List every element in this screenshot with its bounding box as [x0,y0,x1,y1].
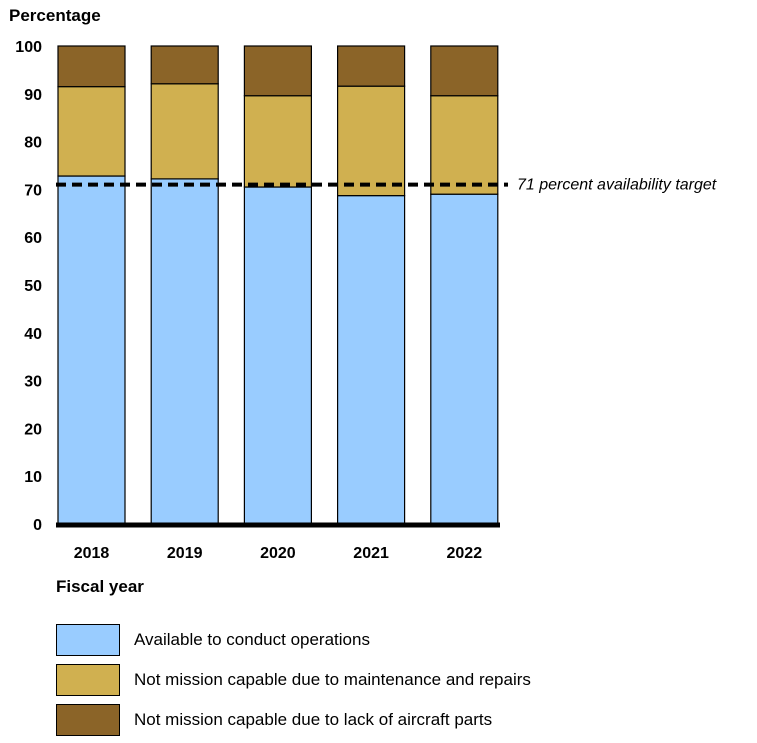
legend: Available to conduct operations Not miss… [56,623,531,743]
bar-segment-2022-series-1 [430,95,499,195]
legend-label: Not mission capable due to lack of aircr… [134,710,493,729]
bar-segment-2021-series-2 [337,45,406,87]
legend-item-maintenance: Not mission capable due to maintenance a… [56,663,531,697]
y-tick-label: 40 [24,326,42,343]
y-tick-label: 30 [24,374,42,391]
y-tick-label: 80 [24,135,42,152]
bar-segment-2020-series-0 [243,186,312,525]
y-tick-label: 0 [33,517,42,534]
bar-segment-2020-series-2 [243,45,312,97]
bar-segment-2021-series-1 [337,85,406,197]
y-tick-label: 100 [15,39,42,56]
bar-segment-2018-series-0 [57,175,126,525]
legend-label: Not mission capable due to maintenance a… [134,670,531,689]
bar-segment-2020-series-1 [243,95,312,188]
legend-label: Available to conduct operations [134,630,370,649]
bar-segment-2022-series-0 [430,193,499,525]
x-axis-title: Fiscal year [56,577,144,596]
legend-item-parts: Not mission capable due to lack of aircr… [56,703,531,737]
bar-segment-2022-series-2 [430,45,499,97]
x-axis-ticks: 2018 2019 2020 2021 2022 [74,545,482,562]
bar-segment-2018-series-1 [57,86,126,177]
y-tick-label: 10 [24,469,42,486]
bar-segment-2018-series-2 [57,45,126,88]
legend-item-available: Available to conduct operations [56,623,531,657]
y-tick-label: 70 [24,182,42,199]
bar-segment-2019-series-2 [150,45,219,85]
x-tick-label: 2018 [74,545,110,562]
y-axis-title: Percentage [9,6,101,25]
y-tick-label: 90 [24,87,42,104]
y-tick-label: 50 [24,278,42,295]
y-tick-label: 20 [24,421,42,438]
x-tick-label: 2020 [260,545,296,562]
legend-swatch-maintenance [56,664,120,696]
x-tick-label: 2019 [167,545,203,562]
legend-swatch-available [56,624,120,656]
bar-segment-2021-series-0 [337,195,406,525]
bar-segment-2019-series-0 [150,178,219,525]
legend-swatch-parts [56,704,120,736]
target-label: 71 percent availability target [517,177,717,194]
x-tick-label: 2022 [447,545,483,562]
bars [57,45,499,525]
bar-segment-2019-series-1 [150,83,219,180]
y-tick-label: 60 [24,230,42,247]
y-axis-ticks: 0 10 20 30 40 50 60 70 80 90 100 [15,39,42,534]
x-tick-label: 2021 [353,545,389,562]
